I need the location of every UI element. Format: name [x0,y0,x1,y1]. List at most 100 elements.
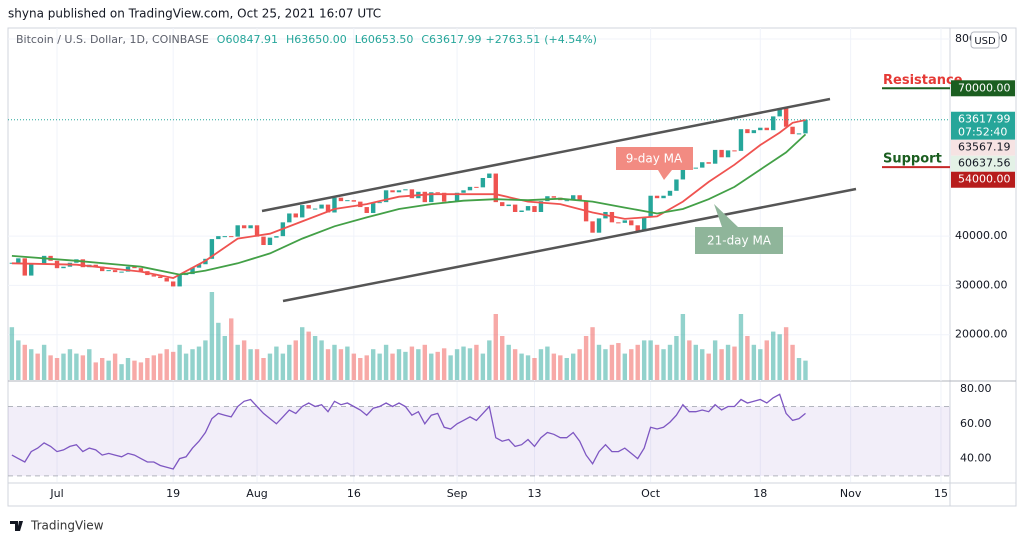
candle-body [712,149,718,164]
candle-body [241,225,247,229]
volume-bar [80,355,86,380]
candle-body [29,263,34,276]
volume-bar [803,360,808,380]
volume-bar [564,358,569,380]
candle-body [377,202,382,204]
candle-body [551,196,557,198]
volume-bar [551,353,557,380]
brand: TradingView [30,519,104,533]
candle-body [629,220,634,226]
candle-body [616,222,621,224]
candle-body [706,162,711,164]
ohlc-value: O60847.91 [217,33,278,46]
candle-body [164,278,169,282]
candle-body [151,275,157,277]
countdown: 07:52:40 [958,126,1007,139]
volume-bar [87,349,92,380]
candle-body [61,266,66,269]
candle-body [170,281,176,287]
volume-bar [719,349,724,380]
candle-body [577,195,582,201]
volume-bar [506,344,511,380]
volume-bar [370,349,376,380]
candle-body [125,266,131,272]
volume-bar [222,336,227,380]
volume-bar [332,344,337,380]
volume-bar [61,353,66,380]
x-tick-label: 19 [166,487,180,500]
x-tick-label: 16 [347,487,361,500]
chart-title: Bitcoin / U.S. Dollar, 1D, COINBASE [16,33,209,46]
publisher: shyna published on TradingView.com, Oct … [8,7,381,21]
candle-body [222,236,227,238]
volume-bar [203,340,208,380]
volume-bar [300,327,305,380]
volume-bar [480,353,486,380]
volume-bar [125,358,131,380]
volume-bar [164,349,169,380]
candle-body [319,204,324,209]
volume-bar [16,340,21,380]
candle-body [622,220,628,223]
x-tick-label: 15 [934,487,948,500]
candle-body [396,190,402,193]
candle-body [719,149,724,158]
x-tick-label: 13 [527,487,541,500]
volume-bar [248,349,253,380]
volume-bar [771,331,776,380]
candle-body [796,133,802,135]
volume-bar [674,336,679,380]
candle-body [571,195,576,201]
volume-bar [390,353,395,380]
volume-bar [609,344,615,380]
volume-bar [396,349,402,380]
volume-bar [725,344,731,380]
volume-bar [693,344,698,380]
candle-body [41,255,47,264]
candle-body [287,213,292,223]
volume-bar [654,344,660,380]
volume-bar [241,340,247,380]
volume-bar [745,336,750,380]
volume-bar [145,358,150,380]
volume-bar [622,353,628,380]
volume-bar [229,318,234,380]
ohlc-value: C63617.99 [421,33,481,46]
volume-bar [254,349,260,380]
candle-body [771,116,776,131]
volume-bar [190,349,195,380]
volume-bar [538,349,544,380]
volume-bar [54,358,60,380]
candle-body [525,206,531,211]
volume-bar [448,355,453,380]
volume-bar [177,344,182,380]
volume-bar [525,355,531,380]
candle-body [196,264,202,268]
candle-body [93,264,98,267]
price-label: 70000.00 [958,81,1011,94]
candle-body [777,108,782,117]
candle-body [190,267,195,275]
candle-body [248,225,253,229]
x-tick-label: 18 [753,487,767,500]
candle-body [783,108,789,127]
ohlc-value: L60653.50 [355,33,414,46]
candle-body [590,221,595,233]
candle-body [235,225,240,237]
volume-bar [170,351,176,380]
volume-bar [235,344,240,380]
ohlc-value: +2763.51 [486,33,541,46]
candle-body [390,190,395,193]
volume-bar [312,336,318,380]
rsi-line [11,393,806,470]
volume-bar [306,331,311,380]
volume-bar [493,314,498,380]
volume-bar [796,358,802,380]
volume-bar [474,344,479,380]
candle-body [467,186,473,191]
volume-bar [274,346,279,380]
candle-body [435,192,440,194]
annotation-text: 21-day MA [707,234,772,248]
ma-line [11,133,807,276]
